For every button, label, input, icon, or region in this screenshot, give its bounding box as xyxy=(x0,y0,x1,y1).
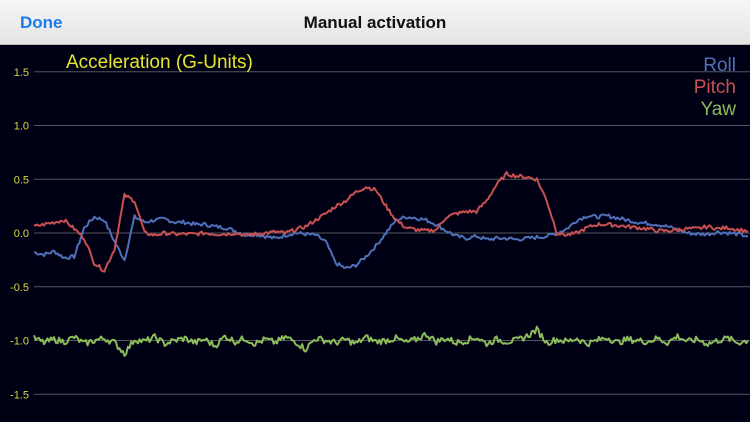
done-button[interactable]: Done xyxy=(20,13,63,32)
navigation-bar: Done Manual activation xyxy=(0,0,750,45)
chart-legend: Roll Pitch Yaw xyxy=(694,55,736,121)
series-lines xyxy=(33,171,749,357)
y-tick-label: -0.5 xyxy=(10,282,29,294)
y-tick-label: -1.5 xyxy=(10,389,29,401)
acceleration-chart: 1.5 1.0 0.5 0.0 -0.5 -1.0 -1.5 xyxy=(10,67,750,402)
grid-lines xyxy=(34,71,750,395)
y-tick-label: 1.0 xyxy=(14,121,29,133)
chart-title: Acceleration (G-Units) xyxy=(66,52,253,73)
legend-item-pitch: Pitch xyxy=(693,77,736,98)
series-line-yaw xyxy=(33,325,749,357)
y-tick-label: 0.5 xyxy=(14,174,29,186)
y-tick-label: 1.5 xyxy=(14,67,29,79)
legend-item-roll: Roll xyxy=(703,55,736,76)
series-line-pitch xyxy=(33,171,749,273)
y-tick-label: -1.0 xyxy=(10,336,29,348)
y-axis-ticks: 1.5 1.0 0.5 0.0 -0.5 -1.0 -1.5 xyxy=(10,67,29,402)
legend-item-yaw: Yaw xyxy=(700,99,736,120)
series-line-roll xyxy=(33,213,749,269)
page-title: Manual activation xyxy=(303,13,447,32)
y-tick-label: 0.0 xyxy=(14,228,29,240)
